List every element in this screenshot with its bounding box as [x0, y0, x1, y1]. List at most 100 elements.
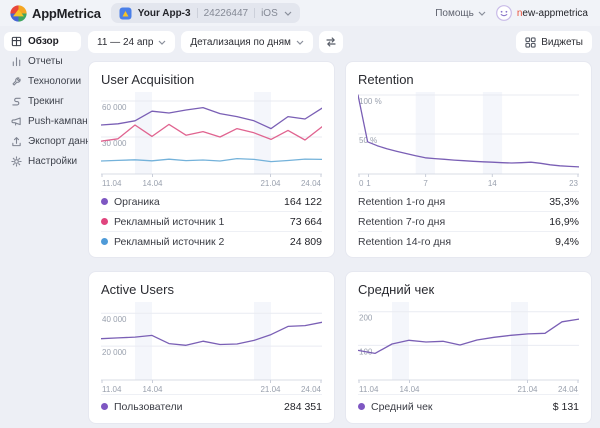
- legend-row[interactable]: Рекламный источник 1 73 664: [101, 211, 322, 231]
- sidebar-item-data-export[interactable]: Экспорт данных: [4, 132, 103, 151]
- avg-check-legend: Средний чек $ 131: [358, 394, 579, 418]
- legend-row[interactable]: Retention 7-го дня 16,9%: [358, 211, 579, 231]
- sidebar-item-label: Экспорт данных: [28, 136, 103, 147]
- widgets-label: Виджеты: [541, 36, 583, 48]
- user-acquisition-chart[interactable]: 60 000 30 000 11.04 14.04 21.04 24.04: [100, 92, 323, 188]
- legend-row[interactable]: Органика 164 122: [101, 191, 322, 211]
- legend-value: 35,3%: [549, 195, 579, 208]
- svg-text:7: 7: [423, 179, 428, 188]
- user-menu[interactable]: new-appmetrica: [495, 5, 588, 21]
- sidebar-item-overview[interactable]: Обзор: [4, 32, 81, 51]
- divider: [196, 8, 198, 18]
- legend-value: 24 809: [289, 235, 322, 248]
- granularity-label: Детализация по дням: [190, 36, 291, 48]
- legend-label: Органика: [114, 195, 160, 208]
- series-dot: [101, 238, 108, 245]
- overview-grid-icon: [11, 36, 22, 47]
- sidebar-item-label: Отчеты: [28, 56, 63, 67]
- compare-segments-button[interactable]: [318, 31, 343, 53]
- brand-name: AppMetrica: [32, 5, 101, 21]
- legend-value: 73 664: [289, 215, 322, 228]
- main-content: 11 — 24 апр Детализация по дням: [86, 26, 600, 428]
- legend-label: Средний чек: [371, 400, 433, 413]
- svg-text:11.04: 11.04: [359, 385, 379, 394]
- svg-text:200: 200: [359, 314, 373, 323]
- legend-label: Рекламный источник 1: [114, 215, 225, 228]
- export-upload-icon: [11, 136, 22, 147]
- chevron-down-icon: [158, 40, 166, 45]
- avatar: [495, 5, 512, 21]
- sidebar-item-settings[interactable]: Настройки: [4, 152, 81, 171]
- card-retention: Retention 100 % 50 % 0 1 7 14 23 Retention 1-г…: [345, 61, 592, 258]
- legend-row[interactable]: Рекламный источник 2 24 809: [101, 231, 322, 251]
- appmetrica-brand[interactable]: AppMetrica: [10, 4, 101, 22]
- sidebar: Обзор Отчеты Технологии Трекинг Push-кампани…: [0, 26, 103, 428]
- legend-row[interactable]: Средний чек $ 131: [358, 394, 579, 418]
- retention-chart[interactable]: 100 % 50 % 0 1 7 14 23: [357, 92, 580, 188]
- svg-text:0: 0: [359, 179, 364, 188]
- card-user-acquisition: User Acquisition 60 000 30 000 11.04 14.04 2…: [88, 61, 335, 258]
- svg-text:24.04: 24.04: [301, 179, 322, 188]
- sidebar-item-label: Push-кампании: [28, 116, 99, 127]
- legend-label: Retention 7-го дня: [358, 215, 446, 228]
- svg-text:24.04: 24.04: [558, 385, 579, 394]
- card-title: Retention: [358, 72, 414, 87]
- series-dot: [101, 403, 108, 410]
- sidebar-item-push-campaigns[interactable]: Push-кампании: [4, 112, 99, 131]
- avg-check-chart[interactable]: 200 100 11.04 14.04 21.04 24.04: [357, 302, 580, 394]
- chevron-down-icon: [478, 11, 486, 16]
- retention-legend: Retention 1-го дня 35,3% Retention 7-го дн…: [358, 191, 579, 251]
- legend-label: Retention 1-го дня: [358, 195, 446, 208]
- divider: [254, 8, 256, 18]
- svg-text:40 000: 40 000: [102, 315, 127, 324]
- user-name: new-appmetrica: [516, 7, 588, 19]
- reports-icon: [11, 56, 22, 67]
- svg-text:14.04: 14.04: [399, 385, 420, 394]
- dashboard-toolbar: 11 — 24 апр Детализация по дням: [88, 30, 592, 54]
- svg-text:50 %: 50 %: [359, 136, 377, 145]
- user-acquisition-legend: Органика 164 122 Рекламный источник 1 73 66…: [101, 191, 322, 251]
- settings-gear-icon: [11, 156, 22, 167]
- technologies-wrench-icon: [11, 76, 22, 87]
- legend-value: 284 351: [284, 400, 322, 413]
- legend-value: 164 122: [284, 195, 322, 208]
- sidebar-item-label: Технологии: [28, 76, 82, 87]
- card-title: Active Users: [101, 282, 174, 297]
- app-name: Your App-3: [137, 7, 191, 19]
- app-selector[interactable]: Your App-3 24226447 iOS: [110, 3, 300, 23]
- app-id: 24226447: [203, 7, 249, 19]
- help-label: Помощь: [435, 7, 474, 19]
- legend-value: 9,4%: [555, 235, 579, 248]
- sidebar-item-technologies[interactable]: Технологии: [4, 72, 81, 91]
- widgets-grid-icon: [525, 36, 536, 48]
- active-users-chart[interactable]: 40 000 20 000 11.04 14.04 21.04 24.04: [100, 302, 323, 394]
- tracking-route-icon: [11, 96, 22, 107]
- date-range-picker[interactable]: 11 — 24 апр: [88, 31, 176, 53]
- legend-label: Рекламный источник 2: [114, 235, 225, 248]
- svg-text:30 000: 30 000: [102, 139, 127, 148]
- svg-text:21.04: 21.04: [517, 385, 538, 394]
- help-menu[interactable]: Помощь: [435, 8, 486, 19]
- svg-text:14.04: 14.04: [142, 385, 163, 394]
- granularity-select[interactable]: Детализация по дням: [181, 31, 313, 53]
- app-header: AppMetrica Your App-3 24226447 iOS Помощ…: [0, 0, 600, 26]
- series-dot: [101, 198, 108, 205]
- app-icon: [119, 7, 132, 20]
- sidebar-item-tracking[interactable]: Трекинг: [4, 92, 81, 111]
- legend-row[interactable]: Пользователи 284 351: [101, 394, 322, 418]
- chevron-down-icon: [296, 40, 304, 45]
- svg-text:21.04: 21.04: [260, 179, 281, 188]
- legend-value: 16,9%: [549, 215, 579, 228]
- series-dot: [101, 218, 108, 225]
- legend-value: $ 131: [552, 400, 579, 413]
- legend-row[interactable]: Retention 1-го дня 35,3%: [358, 191, 579, 211]
- svg-text:60 000: 60 000: [102, 103, 127, 112]
- swap-arrows-icon: [325, 36, 337, 48]
- app-platform: iOS: [261, 7, 278, 19]
- sidebar-item-reports[interactable]: Отчеты: [4, 52, 81, 71]
- svg-text:14.04: 14.04: [142, 179, 163, 188]
- widgets-button[interactable]: Виджеты: [516, 31, 592, 53]
- legend-row[interactable]: Retention 14-го дня 9,4%: [358, 231, 579, 251]
- legend-label: Пользователи: [114, 400, 183, 413]
- appmetrica-logo-icon: [10, 4, 27, 22]
